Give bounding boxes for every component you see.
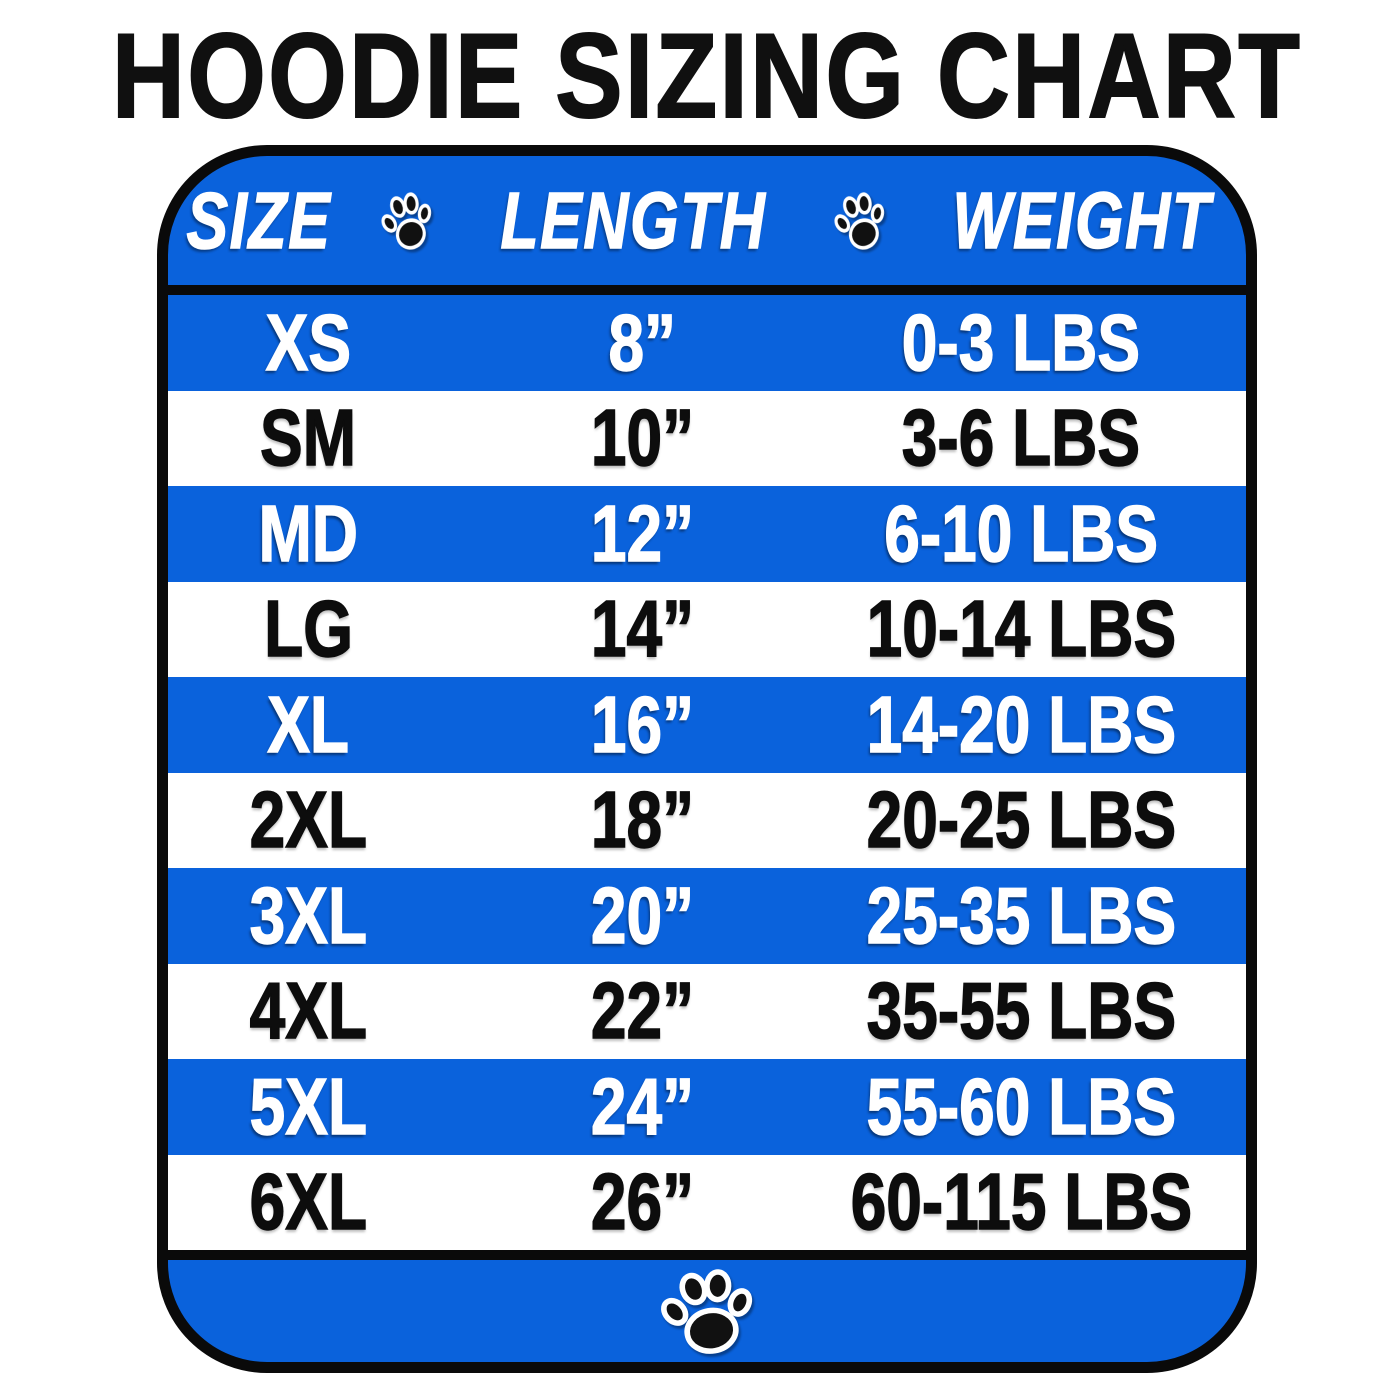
footer-divider: [168, 1250, 1246, 1260]
cell-length: 20”: [590, 870, 694, 960]
cell-size: MD: [258, 488, 359, 578]
header-divider: [168, 285, 1246, 295]
cell-size: LG: [263, 584, 353, 674]
cell-size: 4XL: [249, 966, 368, 1056]
cell-length: 18”: [590, 775, 694, 865]
cell-weight: 14-20 LBS: [866, 679, 1177, 769]
table-row: XS 8” 0-3 LBS: [168, 295, 1246, 391]
cell-length: 12”: [590, 488, 694, 578]
size-chart-card: SIZE LENGTH WEIGHT XS 8” 0-3 LBS SM 10” …: [157, 145, 1257, 1373]
cell-weight: 55-60 LBS: [866, 1061, 1177, 1151]
paw-icon: [831, 186, 890, 255]
cell-weight: 3-6 LBS: [901, 393, 1141, 483]
table-row: 5XL 24” 55-60 LBS: [168, 1059, 1246, 1155]
paw-icon: [378, 186, 437, 255]
cell-length: 8”: [608, 297, 677, 387]
table-row: LG 14” 10-14 LBS: [168, 581, 1246, 677]
cell-size: 6XL: [249, 1157, 368, 1247]
cell-weight: 35-55 LBS: [866, 966, 1177, 1056]
cell-length: 16”: [590, 679, 694, 769]
table-row: 4XL 22” 35-55 LBS: [168, 963, 1246, 1059]
cell-length: 26”: [590, 1157, 694, 1247]
cell-size: 2XL: [249, 775, 368, 865]
cell-length: 10”: [590, 393, 694, 483]
cell-length: 22”: [590, 966, 694, 1056]
size-table: XS 8” 0-3 LBS SM 10” 3-6 LBS MD 12” 6-10…: [168, 295, 1246, 1250]
cell-size: SM: [260, 393, 357, 483]
page-title: HOODIE SIZING CHART: [111, 9, 1303, 143]
table-row: XL 16” 14-20 LBS: [168, 677, 1246, 773]
cell-size: XL: [267, 679, 350, 769]
header-col-length: LENGTH: [500, 175, 767, 265]
cell-size: 3XL: [249, 870, 368, 960]
cell-weight: 60-115 LBS: [850, 1157, 1193, 1247]
paw-icon-large: [660, 1265, 754, 1357]
cell-weight: 25-35 LBS: [866, 870, 1177, 960]
header-col-weight: WEIGHT: [952, 175, 1212, 265]
cell-size: XS: [265, 297, 352, 387]
cell-length: 14”: [590, 584, 694, 674]
table-row: 3XL 20” 25-35 LBS: [168, 868, 1246, 964]
cell-weight: 20-25 LBS: [866, 775, 1177, 865]
cell-weight: 6-10 LBS: [884, 488, 1159, 578]
cell-weight: 10-14 LBS: [866, 584, 1177, 674]
chart-footer: [168, 1260, 1246, 1362]
cell-length: 24”: [590, 1061, 694, 1151]
header-col-size: SIZE: [186, 175, 332, 265]
table-row: SM 10” 3-6 LBS: [168, 390, 1246, 486]
chart-header: SIZE LENGTH WEIGHT: [168, 156, 1246, 285]
table-row: 6XL 26” 60-115 LBS: [168, 1154, 1246, 1250]
table-row: 2XL 18” 20-25 LBS: [168, 772, 1246, 868]
cell-size: 5XL: [249, 1061, 368, 1151]
table-row: MD 12” 6-10 LBS: [168, 486, 1246, 582]
cell-weight: 0-3 LBS: [901, 297, 1141, 387]
